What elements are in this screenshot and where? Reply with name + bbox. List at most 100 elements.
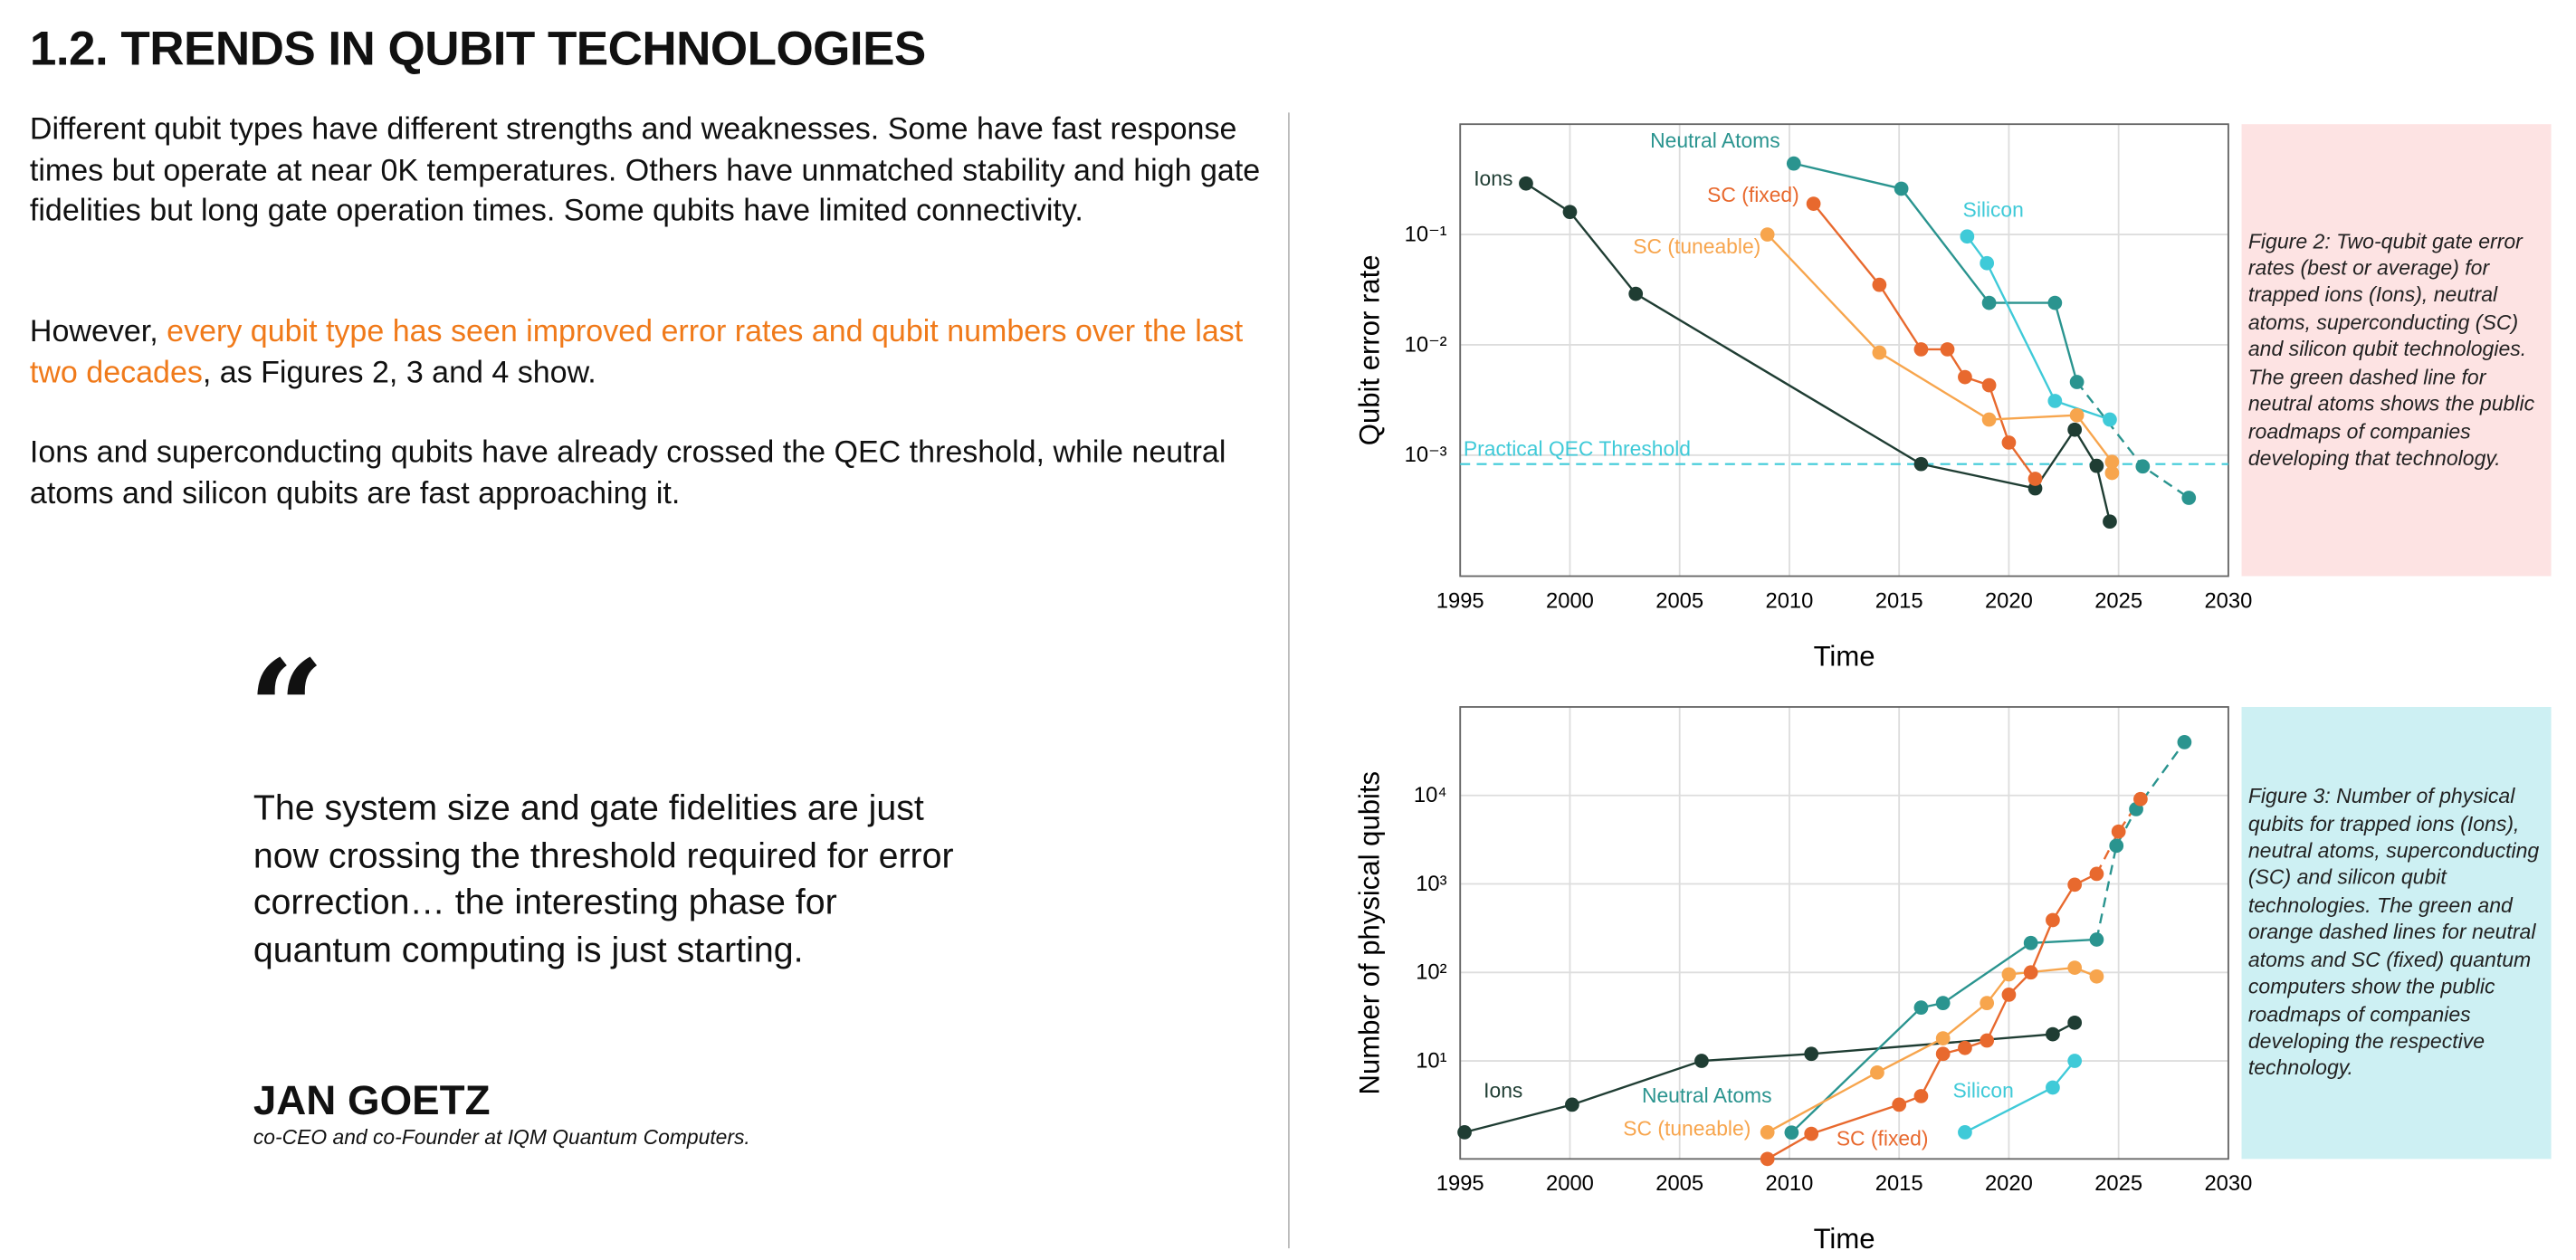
x-tick-label: 2025: [2094, 588, 2142, 613]
data-point: [2103, 514, 2117, 530]
data-point: [1519, 176, 1533, 191]
data-point: [2177, 735, 2192, 749]
x-tick-label: 2030: [2204, 588, 2252, 613]
data-point: [2133, 791, 2148, 807]
data-point: [1457, 1125, 1472, 1140]
x-tick-label: 2000: [1546, 588, 1594, 613]
x-tick-label: 1995: [1436, 1171, 1484, 1196]
series-line: [1766, 234, 2113, 473]
data-point: [2046, 1080, 2060, 1095]
paragraph: Ions and superconducting qubits have alr…: [30, 432, 1264, 513]
y-tick-label: 10⁻¹: [1405, 222, 1447, 246]
series-label: SC (fixed): [1837, 1127, 1929, 1150]
series-label: Ions: [1474, 167, 1512, 190]
data-point: [1694, 1054, 1709, 1068]
x-tick-label: 2015: [1875, 588, 1923, 613]
text: However,: [29, 312, 167, 348]
series-label: Neutral Atoms: [1642, 1083, 1772, 1107]
paragraph: Different qubit types have different str…: [30, 110, 1264, 231]
data-point: [2047, 295, 2063, 310]
x-axis-title: Time: [1814, 1223, 1875, 1255]
data-point: [2001, 988, 2017, 1002]
data-point: [1935, 1031, 1951, 1045]
data-point: [1786, 156, 1801, 171]
series-line: [1812, 203, 2037, 480]
data-point: [2111, 824, 2126, 839]
data-point: [1804, 1046, 1819, 1062]
quote-mark: “: [248, 630, 325, 787]
x-tick-label: 2000: [1546, 1171, 1594, 1196]
data-point: [1760, 1125, 1775, 1140]
quote-text: The system size and gate fidelities are …: [253, 788, 954, 970]
data-point: [1913, 342, 1929, 357]
data-point: [1958, 1040, 1972, 1055]
plot-frame: [1459, 706, 2229, 1160]
x-tick-label: 2025: [2094, 1171, 2142, 1196]
series-label: Silicon: [1963, 198, 2024, 222]
data-point: [1980, 996, 1995, 1011]
data-point: [2023, 965, 2038, 980]
data-point: [2067, 1015, 2083, 1030]
data-point: [2069, 375, 2085, 389]
data-point: [1913, 1089, 1929, 1103]
data-point: [2104, 465, 2120, 481]
data-point: [2089, 866, 2104, 882]
data-point: [1892, 1097, 1907, 1112]
series-label: SC (tuneable): [1623, 1117, 1751, 1141]
data-point: [1565, 1097, 1579, 1112]
data-point: [1980, 255, 1995, 271]
data-point: [2067, 960, 2083, 975]
data-point: [2069, 407, 2085, 423]
data-point: [1562, 205, 1578, 220]
paragraph: However, every qubit type has seen impro…: [30, 311, 1264, 393]
data-point: [1806, 196, 1821, 211]
data-point: [1760, 1151, 1775, 1167]
data-point: [1981, 295, 1997, 310]
y-tick-label: 10¹: [1416, 1048, 1446, 1073]
caption: Figure 3: Number of physical qubits for …: [2241, 707, 2552, 1160]
data-point: [2109, 838, 2124, 854]
data-point: [1958, 1125, 1972, 1140]
text: , as Figures 2, 3 and 4 show.: [202, 353, 596, 388]
data-point: [1958, 369, 1972, 385]
data-point: [2067, 877, 2083, 892]
x-axis-title: Time: [1814, 640, 1875, 672]
data-point: [1940, 342, 1955, 357]
data-point: [2181, 491, 2197, 505]
data-point: [2089, 969, 2104, 984]
x-tick-label: 2020: [1985, 588, 2033, 613]
data-point: [2027, 472, 2043, 486]
y-axis-title: Number of physical qubits: [1354, 771, 1386, 1095]
data-point: [1760, 227, 1775, 242]
y-axis-title: Qubit error rate: [1354, 254, 1386, 445]
y-tick-label: 10⁴: [1414, 783, 1447, 807]
x-tick-label: 2010: [1766, 588, 1814, 613]
data-point: [1980, 1033, 1995, 1048]
data-point: [2023, 935, 2038, 950]
data-point: [2001, 435, 2017, 450]
data-point: [2046, 1026, 2060, 1042]
series-label: Silicon: [1953, 1079, 2014, 1102]
series-label: SC (tuneable): [1633, 234, 1760, 258]
x-tick-label: 2030: [2204, 1171, 2252, 1196]
data-point: [2046, 912, 2060, 928]
x-tick-label: 2005: [1655, 1171, 1703, 1196]
highlight: every qubit type has seen improved error…: [29, 312, 1244, 388]
y-tick-label: 10²: [1416, 960, 1446, 985]
data-point: [1960, 229, 1975, 244]
data-point: [1784, 1125, 1799, 1141]
data-point: [2135, 459, 2151, 474]
data-point: [2104, 454, 2120, 470]
page-title: 1.2. TRENDS IN QUBIT TECHNOLOGIES: [29, 23, 926, 77]
data-point: [2047, 394, 2063, 408]
roadmap-line: [2095, 741, 2186, 940]
data-point: [1628, 286, 1644, 301]
x-tick-label: 2020: [1985, 1171, 2033, 1196]
quote-author: JAN GOETZ: [253, 1077, 491, 1124]
x-tick-label: 2010: [1766, 1171, 1814, 1196]
threshold-label: Practical QEC Threshold: [1464, 437, 1691, 461]
text: Different qubit types have different str…: [29, 110, 1261, 227]
series-label: SC (fixed): [1707, 183, 1799, 206]
data-point: [2103, 412, 2117, 427]
